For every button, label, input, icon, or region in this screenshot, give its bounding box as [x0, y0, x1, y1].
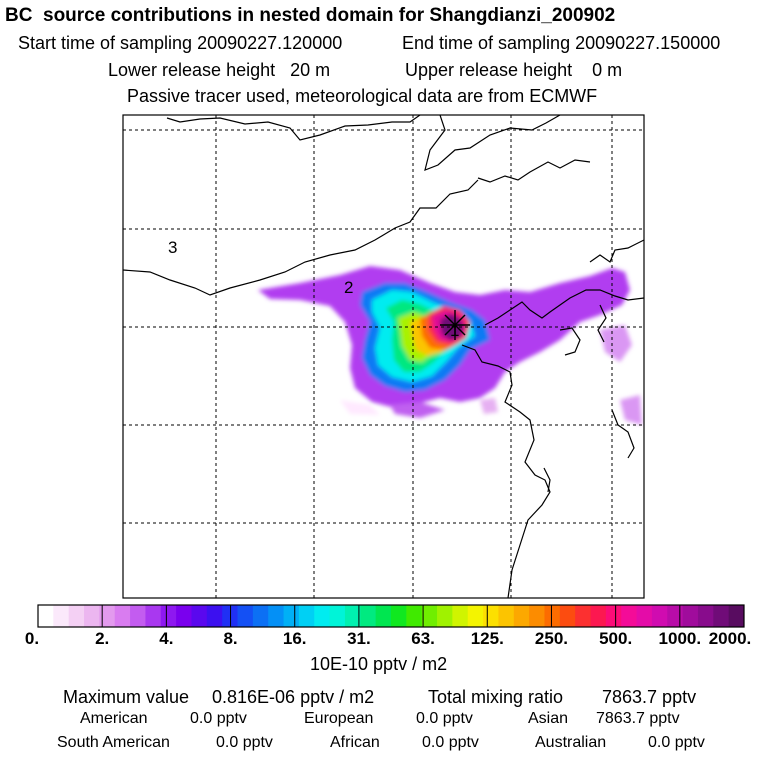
colorbar-cell: [375, 605, 392, 627]
colorbar-tick-label: 2000.: [708, 629, 752, 648]
colorbar-cell: [651, 605, 668, 627]
colorbar-cell: [697, 605, 714, 627]
colorbar-cell: [252, 605, 269, 627]
colorbar-cell: [176, 605, 192, 627]
colorbar-tick-label: 63.: [411, 629, 435, 648]
colorbar-cell: [728, 605, 745, 627]
colorbar-unit: 10E-10 pptv / m2: [310, 654, 448, 674]
colorbar-cell: [529, 605, 545, 627]
total-mixing-ratio-value: 7863.7 pptv: [602, 687, 697, 707]
colorbar-cell: [513, 605, 530, 627]
colorbar-cell: [360, 605, 377, 627]
region-name-african: African: [330, 734, 380, 751]
upper-release-height: Upper release height 0 m: [405, 60, 623, 80]
region-name-american: American: [80, 710, 148, 727]
region-label-1: 1: [450, 321, 459, 340]
region-name-asian: Asian: [528, 710, 569, 727]
colorbar-cell: [145, 605, 162, 627]
region-value-african: 0.0 pptv: [422, 734, 479, 751]
colorbar-cell: [467, 605, 484, 627]
station-marker-icon: [440, 310, 470, 340]
colorbar-cell: [682, 605, 699, 627]
colorbar-cell: [621, 605, 638, 627]
colorbar-cell: [498, 605, 515, 627]
colorbar-tick-label: 250.: [534, 629, 568, 648]
colorbar-cell: [483, 605, 499, 627]
graticule: [123, 115, 644, 598]
colorbar-tick-label: 125.: [470, 629, 504, 648]
colorbar-cell: [130, 605, 146, 627]
concentration-plume: [258, 266, 642, 425]
colorbar-tick-label: 4.: [159, 629, 174, 648]
colorbar-cell: [268, 605, 285, 627]
coastline: [123, 115, 644, 598]
colorbar-cell: [452, 605, 469, 627]
colorbar-cell: [713, 605, 730, 627]
colorbar-tick-label: 0.: [24, 629, 40, 648]
colorbar-cell: [329, 605, 346, 627]
colorbar-cell: [391, 605, 407, 627]
colorbar-tick-label: 8.: [223, 629, 238, 648]
colorbar-cell: [344, 605, 361, 627]
colorbar-tick-label: 1000.: [658, 629, 702, 648]
lower-release-height: Lower release height 20 m: [108, 60, 331, 80]
region-value-european: 0.0 pptv: [416, 710, 473, 727]
colorbar-cell: [636, 605, 653, 627]
colorbar-cell: [99, 605, 116, 627]
region-value-australian: 0.0 pptv: [648, 734, 705, 751]
end-time-label: End time of sampling 20090227.150000: [402, 33, 721, 53]
chart-title: BC source contributions in nested domain…: [5, 5, 616, 26]
colorbar-tick-label: 500.: [599, 629, 633, 648]
colorbar-cell: [191, 605, 208, 627]
colorbar-cell: [605, 605, 622, 627]
region-label-3: 3: [168, 238, 177, 257]
colorbar-cell: [314, 605, 331, 627]
region-name-european: European: [304, 710, 374, 727]
max-value: 0.816E-06 pptv / m2: [212, 687, 375, 707]
colorbar-cell: [298, 605, 315, 627]
tracer-note: Passive tracer used, meteorological data…: [127, 86, 598, 106]
region-value-south-american: 0.0 pptv: [216, 734, 273, 751]
colorbar-cell: [406, 605, 423, 627]
colorbar-cell: [68, 605, 85, 627]
region-name-australian: Australian: [535, 734, 607, 751]
colorbar-cell: [160, 605, 177, 627]
start-time-label: Start time of sampling 20090227.120000: [18, 33, 343, 53]
colorbar-cell: [53, 605, 70, 627]
colorbar-cell: [421, 605, 438, 627]
colorbar-cell: [590, 605, 607, 627]
map-frame: [122, 114, 645, 599]
colorbar-tick-label: 16.: [282, 629, 307, 648]
region-value-american: 0.0 pptv: [190, 710, 247, 727]
colorbar-cell: [544, 605, 561, 627]
max-value-label: Maximum value: [63, 687, 190, 707]
colorbar-cell: [575, 605, 592, 627]
colorbar-tick-label: 31.: [347, 629, 371, 648]
colorbar-cell: [667, 605, 684, 627]
colorbar-tick-label: 2.: [95, 629, 110, 648]
colorbar-cell: [38, 605, 54, 627]
colorbar-cell: [206, 605, 223, 627]
colorbar-cell: [437, 605, 453, 627]
region-value-asian: 7863.7 pptv: [596, 710, 680, 727]
region-label-2: 2: [344, 278, 353, 297]
colorbar-cell: [114, 605, 131, 627]
colorbar-cell: [84, 605, 100, 627]
region-name-south-american: South American: [57, 734, 170, 751]
colorbar-cell: [559, 605, 576, 627]
total-mixing-ratio-label: Total mixing ratio: [428, 687, 564, 707]
colorbar-cell: [237, 605, 254, 627]
colorbar-cell: [283, 605, 300, 627]
